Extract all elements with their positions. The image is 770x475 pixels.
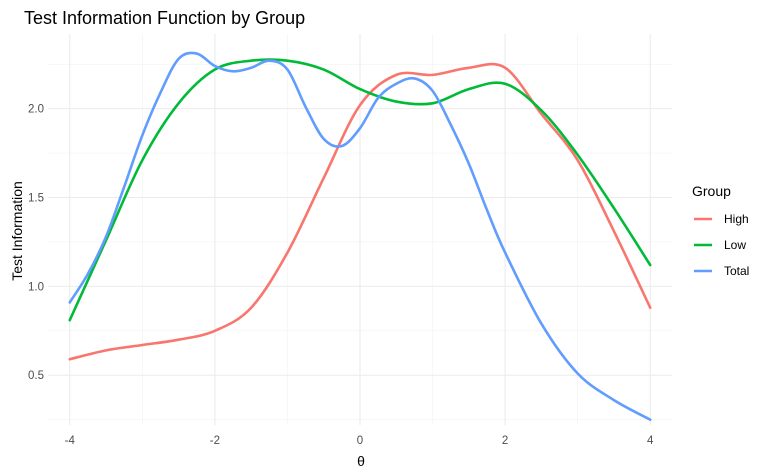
series-line-total — [68, 51, 652, 421]
x-tick-label: 0 — [357, 435, 363, 447]
x-tick-label: 4 — [647, 435, 654, 447]
legend-label-low: Low — [724, 238, 746, 252]
legend-title: Group — [692, 183, 731, 199]
x-axis-label: θ — [357, 453, 365, 469]
x-tick-label: -2 — [210, 435, 220, 447]
chart-title: Test Information Function by Group — [24, 8, 305, 28]
legend-label-total: Total — [724, 264, 749, 278]
x-tick-label: 2 — [502, 435, 508, 447]
series-lines — [68, 51, 652, 421]
y-axis-label: Test Information — [9, 181, 25, 281]
y-tick-label: 1.5 — [28, 193, 44, 205]
series-line-high — [68, 62, 652, 361]
x-axis-ticks: -4 -2 0 2 4 — [65, 435, 654, 447]
x-tick-label: -4 — [65, 435, 76, 447]
y-tick-label: 2.0 — [28, 104, 44, 116]
legend-label-high: High — [724, 212, 749, 226]
series-line-low — [68, 58, 652, 322]
y-tick-label: 1.0 — [28, 281, 44, 293]
y-axis-ticks: 0.5 1.0 1.5 2.0 — [28, 104, 44, 383]
grid — [48, 34, 672, 425]
legend: Group High Low Total — [692, 183, 749, 278]
y-tick-label: 0.5 — [28, 370, 44, 382]
